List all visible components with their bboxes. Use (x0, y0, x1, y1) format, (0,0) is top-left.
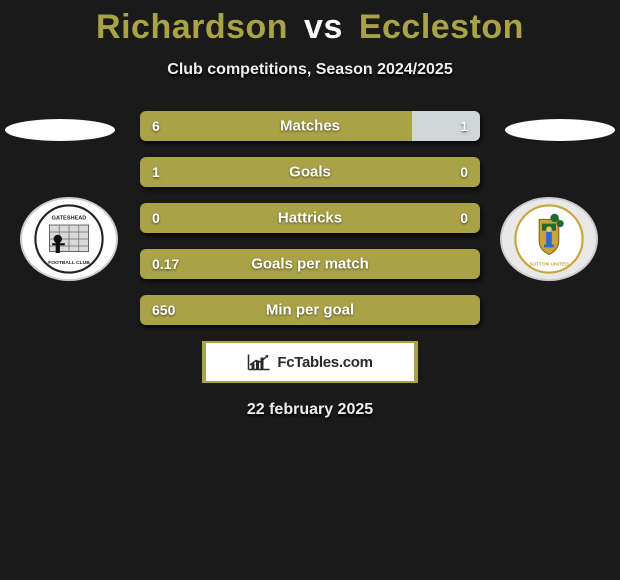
stat-value-right: 0 (460, 164, 468, 180)
crest-left: GATESHEAD FOOTBALL CLUB (20, 197, 118, 281)
stat-label: Goals (289, 164, 331, 181)
date-text: 22 february 2025 (0, 401, 620, 419)
title-vs: vs (304, 8, 343, 46)
stat-bar-right (412, 111, 480, 141)
ellipse-right (505, 119, 615, 141)
stat-label: Min per goal (266, 302, 354, 319)
stat-value-left: 0 (152, 210, 160, 226)
comparison-area: GATESHEAD FOOTBALL CLUB SUTTON UNITED (0, 111, 620, 419)
stat-value-right: 0 (460, 210, 468, 226)
sutton-crest-icon: SUTTON UNITED (509, 204, 589, 274)
stat-row: 0 0 Hattricks (140, 203, 480, 233)
stat-row: 0.17 Goals per match (140, 249, 480, 279)
brand-text: FcTables.com (277, 354, 372, 371)
brand-box: FcTables.com (202, 341, 418, 383)
subtitle: Club competitions, Season 2024/2025 (0, 61, 620, 79)
gateshead-crest-icon: GATESHEAD FOOTBALL CLUB (29, 204, 109, 274)
svg-text:SUTTON UNITED: SUTTON UNITED (529, 262, 569, 268)
title-player2: Eccleston (359, 8, 524, 46)
svg-text:GATESHEAD: GATESHEAD (52, 215, 87, 221)
stat-row: 1 0 Goals (140, 157, 480, 187)
page-title: Richardson vs Eccleston (0, 0, 620, 47)
stat-label: Matches (280, 118, 340, 135)
stat-label: Goals per match (251, 256, 369, 273)
stat-row: 650 Min per goal (140, 295, 480, 325)
stat-label: Hattricks (278, 210, 342, 227)
stat-value-left: 1 (152, 164, 160, 180)
title-player1: Richardson (96, 8, 288, 46)
crest-right: SUTTON UNITED (500, 197, 598, 281)
stat-row: 6 1 Matches (140, 111, 480, 141)
ellipse-left (5, 119, 115, 141)
svg-text:FOOTBALL CLUB: FOOTBALL CLUB (48, 260, 90, 266)
stat-rows: 6 1 Matches 1 0 Goals 0 0 Hattricks 0.17 Goals per… (140, 111, 480, 325)
stat-value-left: 0.17 (152, 256, 179, 272)
stat-value-left: 650 (152, 302, 175, 318)
stat-value-left: 6 (152, 118, 160, 134)
brand-chart-icon (247, 352, 271, 372)
stat-value-right: 1 (460, 118, 468, 134)
